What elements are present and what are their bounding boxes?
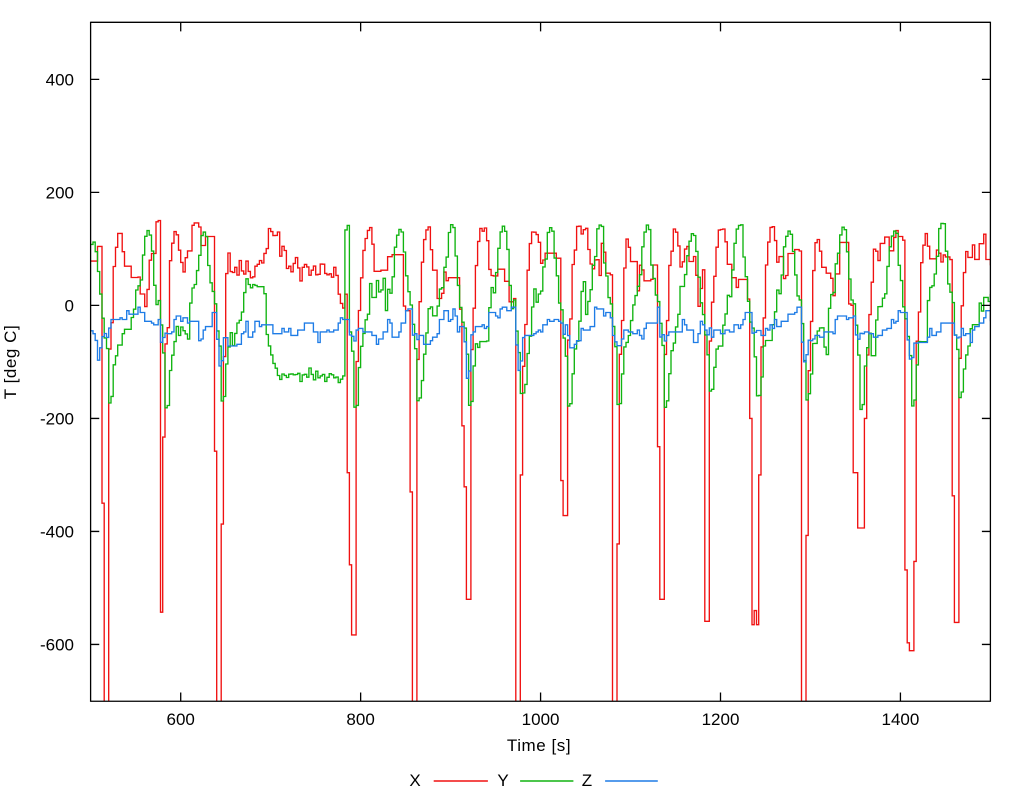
svg-text:-400: -400 (40, 522, 74, 541)
svg-text:1200: 1200 (702, 710, 740, 729)
svg-text:X: X (409, 771, 420, 790)
svg-text:400: 400 (46, 70, 74, 89)
svg-text:Time [s]: Time [s] (507, 736, 571, 755)
svg-text:0: 0 (65, 296, 74, 315)
svg-text:T [deg C]: T [deg C] (1, 325, 20, 400)
svg-text:800: 800 (346, 710, 374, 729)
svg-text:Z: Z (582, 771, 592, 790)
svg-text:200: 200 (46, 183, 74, 202)
svg-text:600: 600 (167, 710, 195, 729)
svg-text:-600: -600 (40, 636, 74, 655)
svg-text:Y: Y (497, 771, 508, 790)
svg-text:1400: 1400 (881, 710, 919, 729)
svg-text:1000: 1000 (522, 710, 560, 729)
svg-text:-200: -200 (40, 409, 74, 428)
